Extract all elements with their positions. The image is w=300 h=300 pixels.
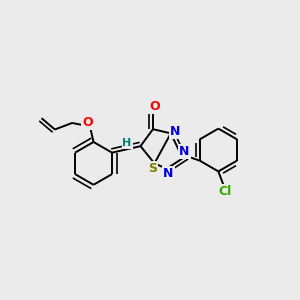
Text: N: N (170, 125, 180, 138)
Text: Cl: Cl (219, 184, 232, 197)
Text: O: O (149, 100, 160, 113)
Text: O: O (82, 116, 93, 130)
Text: H: H (122, 138, 132, 148)
Text: S: S (148, 162, 157, 175)
Text: N: N (179, 145, 190, 158)
Text: N: N (163, 167, 174, 180)
